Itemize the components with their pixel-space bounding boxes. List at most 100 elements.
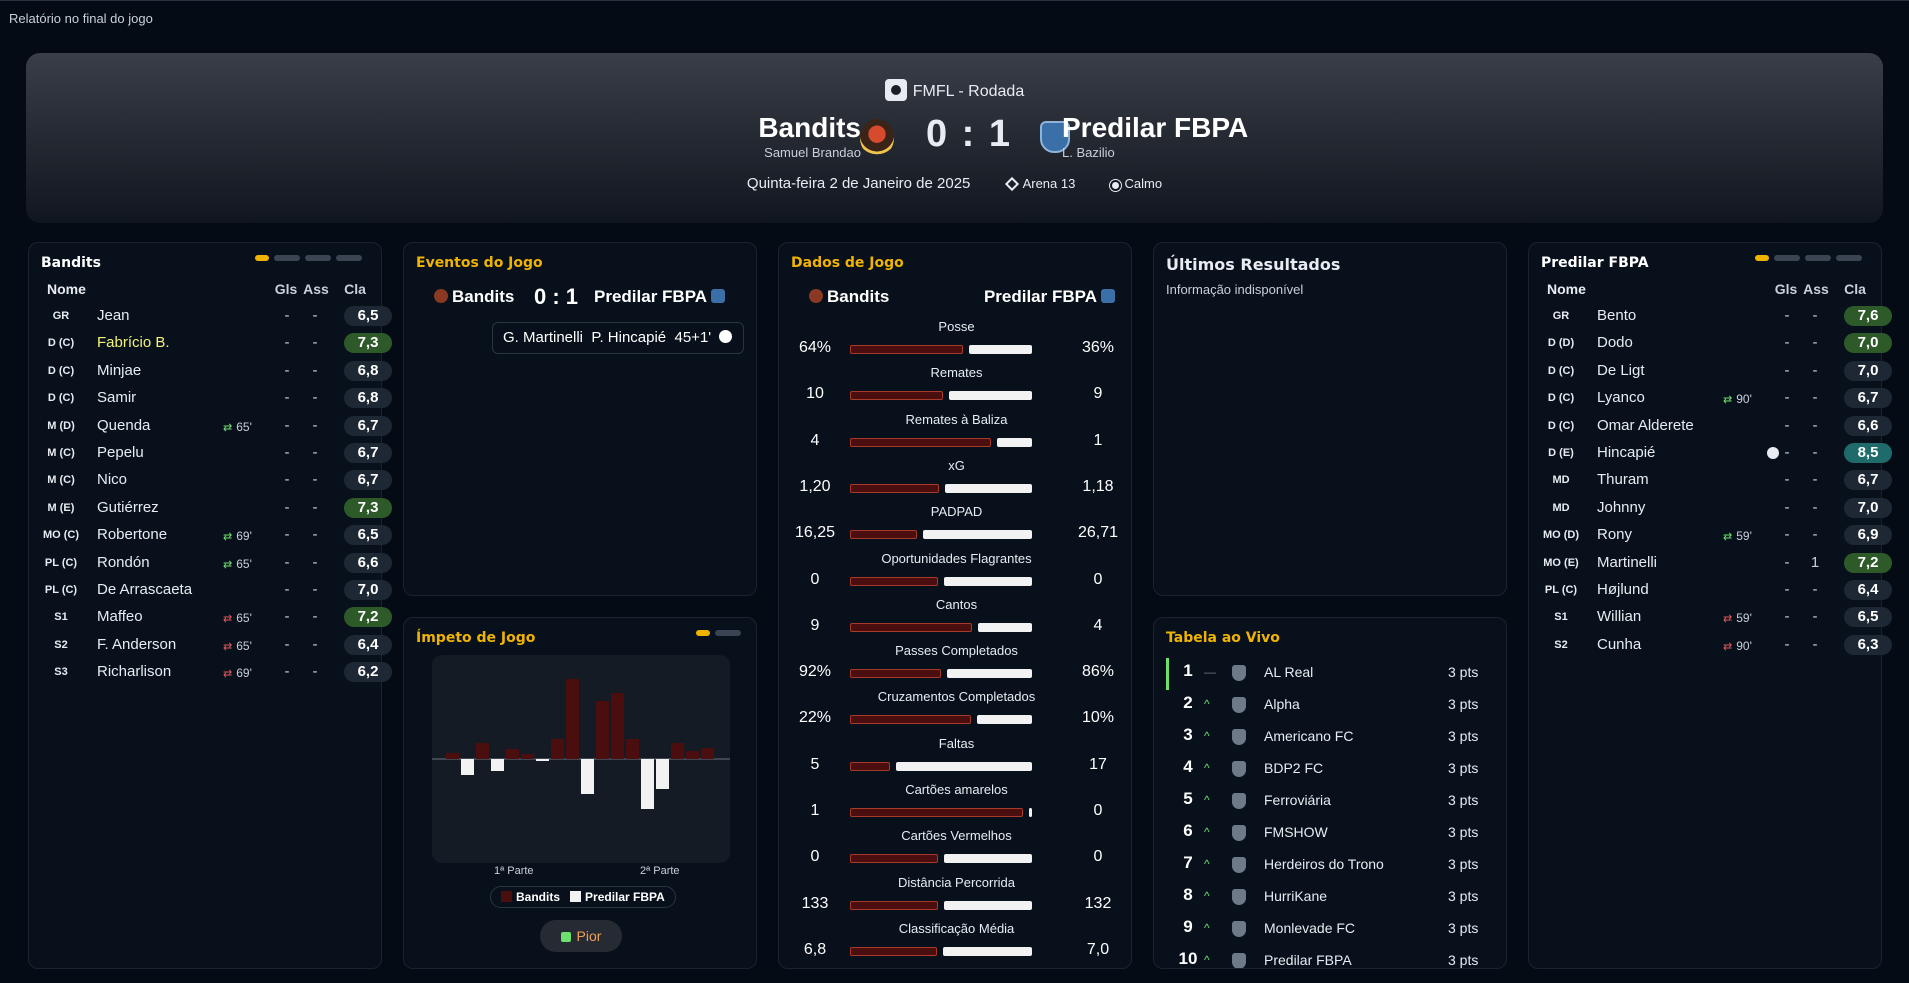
player-name[interactable]: Quenda: [97, 416, 151, 434]
col-name[interactable]: Nome: [1547, 281, 1586, 297]
player-name[interactable]: Lyanco: [1597, 389, 1645, 407]
player-name[interactable]: Samir: [97, 389, 137, 407]
player-row[interactable]: M (C) Nico - - 6,7: [39, 467, 392, 494]
competition[interactable]: FMFL - Rodada: [26, 79, 1883, 101]
player-name[interactable]: Gutiérrez: [97, 498, 159, 516]
pager-dot-3[interactable]: [1805, 255, 1831, 261]
player-row[interactable]: D (C) Samir - - 6,8: [39, 385, 392, 412]
player-row[interactable]: S2 Cunha ⇄ 90' - -6,3: [1539, 632, 1892, 659]
player-row[interactable]: D (D) Dodo - - 7,0: [1539, 330, 1892, 357]
player-name[interactable]: Cunha: [1597, 635, 1642, 653]
pager-dot-4[interactable]: [336, 255, 362, 261]
table-row[interactable]: 10 ^ Predilar FBPA 3 pts: [1166, 946, 1484, 968]
team-name[interactable]: Ferroviária: [1264, 792, 1331, 808]
player-row[interactable]: PL (C) Højlund - - 6,4: [1539, 577, 1892, 604]
player-row[interactable]: D (E) Hincapié - - 8,5: [1539, 440, 1892, 467]
col-goals[interactable]: Gls: [1774, 281, 1798, 297]
player-row[interactable]: M (C) Pepelu - - 6,7: [39, 440, 392, 467]
team-name[interactable]: HurriKane: [1264, 888, 1328, 904]
table-row[interactable]: 2 ^ Alpha 3 pts: [1166, 690, 1484, 722]
player-name[interactable]: Maffeo: [97, 608, 143, 626]
panel-pager[interactable]: [1755, 255, 1862, 261]
pager-dot-4[interactable]: [1836, 255, 1862, 261]
col-name[interactable]: Nome: [47, 281, 86, 297]
player-name[interactable]: Jean: [97, 307, 130, 324]
player-name[interactable]: Rony: [1597, 526, 1633, 544]
player-row[interactable]: S1 Willian ⇄ 59' - -6,5: [1539, 604, 1892, 631]
player-row[interactable]: GR Jean - - 6,5: [39, 303, 392, 330]
pager-dot-2[interactable]: [715, 630, 741, 636]
player-name[interactable]: Robertone: [97, 526, 168, 544]
player-name[interactable]: De Arrascaeta: [97, 580, 193, 598]
pager-dot-2[interactable]: [1774, 255, 1800, 261]
player-row[interactable]: M (E) Gutiérrez - - 7,3: [39, 495, 392, 522]
panel-pager[interactable]: [255, 255, 362, 261]
col-assists[interactable]: Ass: [303, 281, 329, 297]
player-name[interactable]: Dodo: [1597, 334, 1633, 352]
team-name[interactable]: Predilar FBPA: [1264, 952, 1352, 968]
col-goals[interactable]: Gls: [274, 281, 298, 297]
team-name[interactable]: AL Real: [1264, 664, 1314, 680]
player-row[interactable]: PL (C) De Arrascaeta - - 7,0: [39, 577, 392, 604]
team-name[interactable]: Herdeiros do Trono: [1264, 856, 1384, 872]
player-row[interactable]: S3 Richarlison ⇄ 69' - -6,2: [39, 659, 392, 686]
table-row[interactable]: 5 ^ Ferroviária 3 pts: [1166, 786, 1484, 818]
player-row[interactable]: S1 Maffeo ⇄ 65' - -7,2: [39, 604, 392, 631]
player-row[interactable]: S2 F. Anderson ⇄ 65' - -6,4: [39, 632, 392, 659]
worst-button[interactable]: Pior: [540, 920, 622, 952]
player-row[interactable]: MD Johnny - - 7,0: [1539, 495, 1892, 522]
player-name[interactable]: F. Anderson: [97, 635, 177, 653]
team-name[interactable]: BDP2 FC: [1264, 760, 1324, 776]
player-row[interactable]: MO (E) Martinelli - 1 7,2: [1539, 550, 1892, 577]
home-crest-icon[interactable]: [860, 119, 894, 157]
player-name[interactable]: Rondón: [97, 553, 150, 571]
team-name[interactable]: Americano FC: [1264, 728, 1354, 744]
col-rating[interactable]: Cla: [344, 281, 366, 297]
player-row[interactable]: M (D) Quenda ⇄ 65' - -6,7: [39, 413, 392, 440]
player-name[interactable]: De Ligt: [1597, 361, 1645, 379]
player-row[interactable]: MD Thuram - - 6,7: [1539, 467, 1892, 494]
pager-dot-2[interactable]: [274, 255, 300, 261]
player-row[interactable]: D (C) Lyanco ⇄ 90' - -6,7: [1539, 385, 1892, 412]
col-assists[interactable]: Ass: [1803, 281, 1829, 297]
pager-dot-1[interactable]: [696, 630, 710, 636]
table-row[interactable]: 1 — AL Real 3 pts: [1166, 658, 1484, 690]
pager-dot-1[interactable]: [1755, 255, 1769, 261]
team-name[interactable]: FMSHOW: [1264, 824, 1328, 840]
player-name[interactable]: Minjae: [97, 361, 142, 379]
player-name[interactable]: Johnny: [1597, 498, 1646, 516]
player-name[interactable]: Omar Alderete: [1597, 416, 1694, 434]
player-name[interactable]: Bento: [1597, 307, 1637, 324]
player-name[interactable]: Pepelu: [97, 443, 144, 461]
player-row[interactable]: MO (D) Rony ⇄ 59' - -6,9: [1539, 522, 1892, 549]
pager-dot-3[interactable]: [305, 255, 331, 261]
table-row[interactable]: 7 ^ Herdeiros do Trono 3 pts: [1166, 850, 1484, 882]
goal-event[interactable]: G. Martinelli P. Hincapié 45+1': [492, 322, 744, 354]
momentum-pager[interactable]: [696, 630, 741, 636]
player-row[interactable]: MO (C) Robertone ⇄ 69' - -6,5: [39, 522, 392, 549]
player-row[interactable]: GR Bento - - 7,6: [1539, 303, 1892, 330]
pager-dot-1[interactable]: [255, 255, 269, 261]
player-name[interactable]: Willian: [1597, 608, 1642, 626]
team-name[interactable]: Alpha: [1264, 696, 1300, 712]
player-row[interactable]: D (C) Minjae - - 6,8: [39, 358, 392, 385]
away-crest-icon[interactable]: [1040, 121, 1070, 153]
player-name[interactable]: Nico: [97, 471, 128, 489]
table-row[interactable]: 4 ^ BDP2 FC 3 pts: [1166, 754, 1484, 786]
player-row[interactable]: D (C) De Ligt - - 7,0: [1539, 358, 1892, 385]
team-name[interactable]: Monlevade FC: [1264, 920, 1356, 936]
table-row[interactable]: 9 ^ Monlevade FC 3 pts: [1166, 914, 1484, 946]
player-name[interactable]: Fabrício B.: [97, 334, 170, 352]
player-row[interactable]: D (C) Fabrício B. - - 7,3: [39, 330, 392, 357]
player-name[interactable]: Thuram: [1597, 471, 1649, 489]
table-row[interactable]: 3 ^ Americano FC 3 pts: [1166, 722, 1484, 754]
player-name[interactable]: Martinelli: [1597, 553, 1658, 571]
home-team[interactable]: Bandits Samuel Brandao: [758, 113, 861, 161]
away-team[interactable]: Predilar FBPA L. Bazilio: [1062, 113, 1248, 161]
player-name[interactable]: Højlund: [1597, 580, 1649, 598]
table-row[interactable]: 8 ^ HurriKane 3 pts: [1166, 882, 1484, 914]
player-row[interactable]: PL (C) Rondón ⇄ 65' - -6,6: [39, 550, 392, 577]
table-row[interactable]: 6 ^ FMSHOW 3 pts: [1166, 818, 1484, 850]
col-rating[interactable]: Cla: [1844, 281, 1866, 297]
player-row[interactable]: D (C) Omar Alderete - - 6,6: [1539, 413, 1892, 440]
